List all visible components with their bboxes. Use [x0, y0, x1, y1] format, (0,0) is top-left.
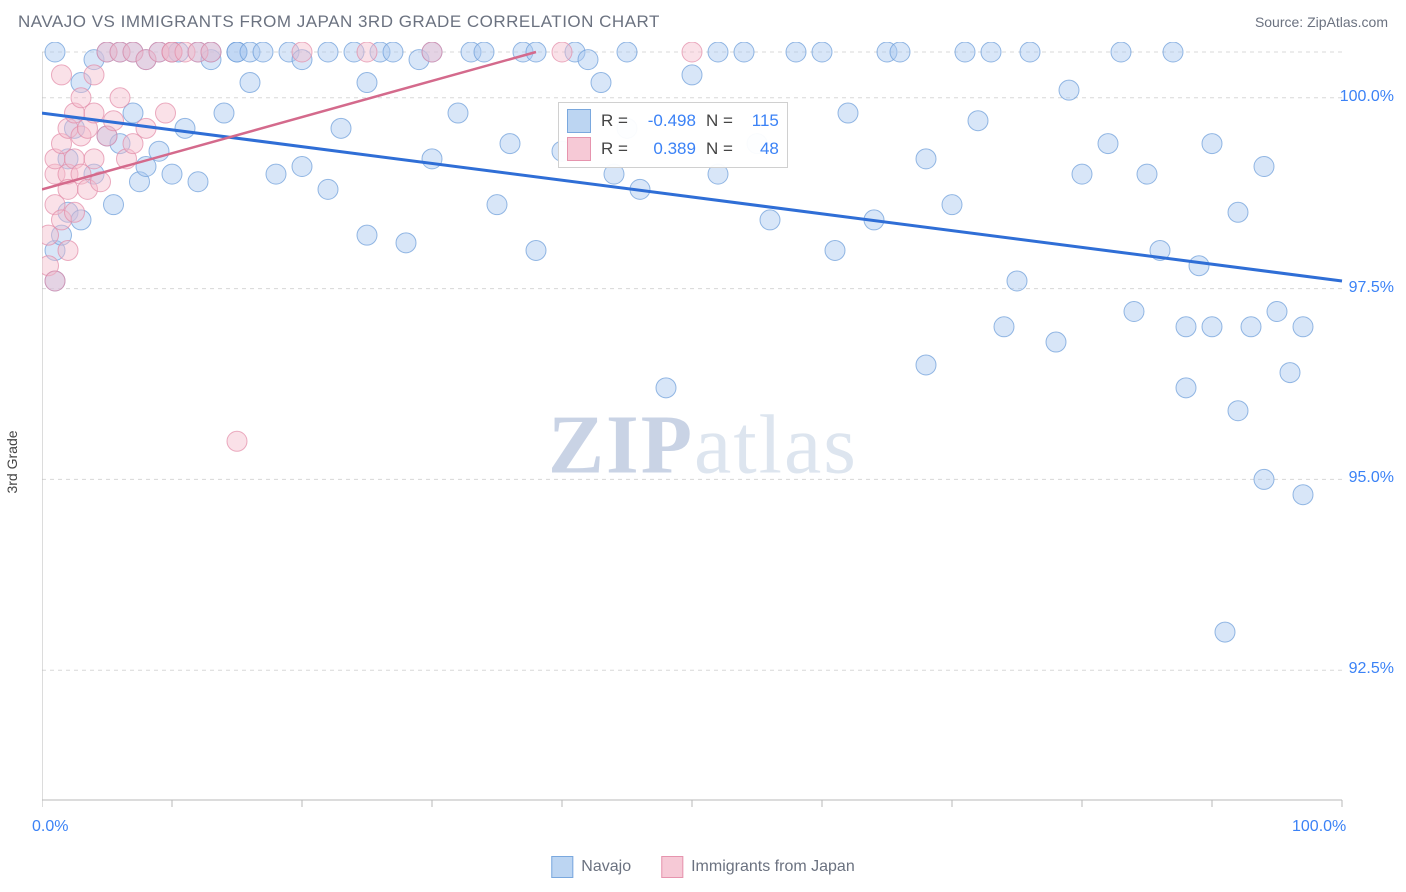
legend-label-japan: Immigrants from Japan — [691, 858, 855, 876]
chart-title: NAVAJO VS IMMIGRANTS FROM JAPAN 3RD GRAD… — [18, 12, 660, 32]
chart-source: Source: ZipAtlas.com — [1255, 14, 1388, 30]
r-value-navajo: -0.498 — [638, 111, 696, 131]
stats-legend-box: R = -0.498 N = 115 R = 0.389 N = 48 — [558, 102, 788, 168]
r-value-japan: 0.389 — [638, 139, 696, 159]
legend-item-japan: Immigrants from Japan — [661, 856, 855, 878]
y-tick-label: 100.0% — [1340, 88, 1394, 106]
swatch-japan — [567, 137, 591, 161]
bottom-legend: Navajo Immigrants from Japan — [551, 856, 854, 878]
legend-swatch-japan — [661, 856, 683, 878]
legend-swatch-navajo — [551, 856, 573, 878]
chart-area: 3rd Grade ZIPatlas R = -0.498 N = 115 R … — [0, 42, 1406, 882]
x-tick-label: 0.0% — [32, 818, 68, 836]
legend-item-navajo: Navajo — [551, 856, 631, 878]
legend-label-navajo: Navajo — [581, 858, 631, 876]
y-tick-label: 97.5% — [1349, 279, 1394, 297]
swatch-navajo — [567, 109, 591, 133]
x-tick-label: 100.0% — [1292, 818, 1346, 836]
stats-row-navajo: R = -0.498 N = 115 — [567, 107, 779, 135]
n-value-japan: 48 — [743, 139, 779, 159]
y-tick-label: 92.5% — [1349, 660, 1394, 678]
n-value-navajo: 115 — [743, 111, 779, 131]
y-axis-label: 3rd Grade — [4, 430, 20, 493]
chart-header: NAVAJO VS IMMIGRANTS FROM JAPAN 3RD GRAD… — [0, 0, 1406, 42]
y-tick-label: 95.0% — [1349, 469, 1394, 487]
stats-row-japan: R = 0.389 N = 48 — [567, 135, 779, 163]
